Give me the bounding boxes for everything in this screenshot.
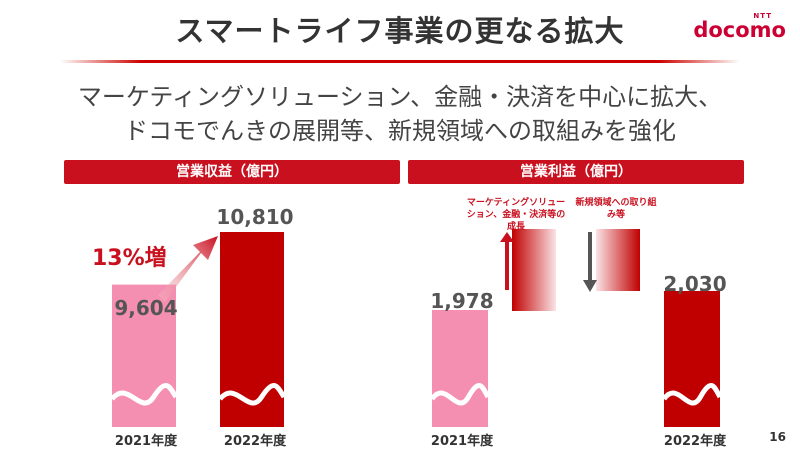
revenue-x-label-2022: 2022年度 (223, 434, 287, 449)
subtitle-line-1: マーケティングソリューション、金融・決済を中心に拡大、 (77, 83, 723, 111)
revenue-bar-2022 (220, 232, 284, 427)
revenue-chart-title: 営業収益（億円） (64, 160, 400, 184)
title-divider (60, 60, 740, 63)
profit-x-label-2022: 2022年度 (663, 434, 727, 449)
page-number: 16 (769, 430, 786, 444)
axis-break-wave (218, 383, 287, 406)
profit-bar-2022 (664, 291, 720, 427)
revenue-2022-value-label: 10,810 (216, 205, 294, 229)
profit-increase-bar (512, 229, 556, 311)
growth-arrow-icon (158, 236, 218, 302)
revenue-x-label-2021: 2021年度 (114, 434, 178, 449)
axis-break-wave (110, 383, 179, 406)
slide-title: スマートライフ事業の更なる拡大 (175, 14, 625, 48)
axis-break-wave (661, 383, 723, 406)
ntt-logo-text: NTT (753, 12, 772, 20)
down-arrow-icon (583, 232, 597, 292)
slide-subtitle: マーケティングソリューション、金融・決済を中心に拡大、 ドコモでんきの展開等、新… (0, 80, 800, 148)
up-arrow-icon (500, 232, 514, 290)
new-domain-annotation: 新規領域への取り組み等 (575, 198, 657, 220)
profit-x-label-2021: 2021年度 (430, 434, 494, 449)
docomo-logo: NTT docomo (693, 12, 786, 42)
profit-2021-value-label: 1,978 (430, 289, 494, 313)
subtitle-line-2: ドコモでんきの展開等、新規領域への取組みを強化 (124, 117, 676, 145)
docomo-logo-text: docomo (693, 18, 786, 42)
profit-decrease-bar (596, 229, 640, 291)
profit-2022-value-label: 2,030 (663, 272, 727, 296)
profit-chart-title: 営業利益（億円） (408, 160, 744, 184)
growth-annotation: 13%増 (92, 246, 167, 271)
revenue-2021-value-label: 9,604 (114, 296, 178, 320)
profit-bar-2021 (432, 310, 488, 427)
axis-break-wave (429, 383, 491, 406)
growth-factor-annotation: マーケティングソリューション、金融・決済等の成長 (466, 198, 566, 232)
